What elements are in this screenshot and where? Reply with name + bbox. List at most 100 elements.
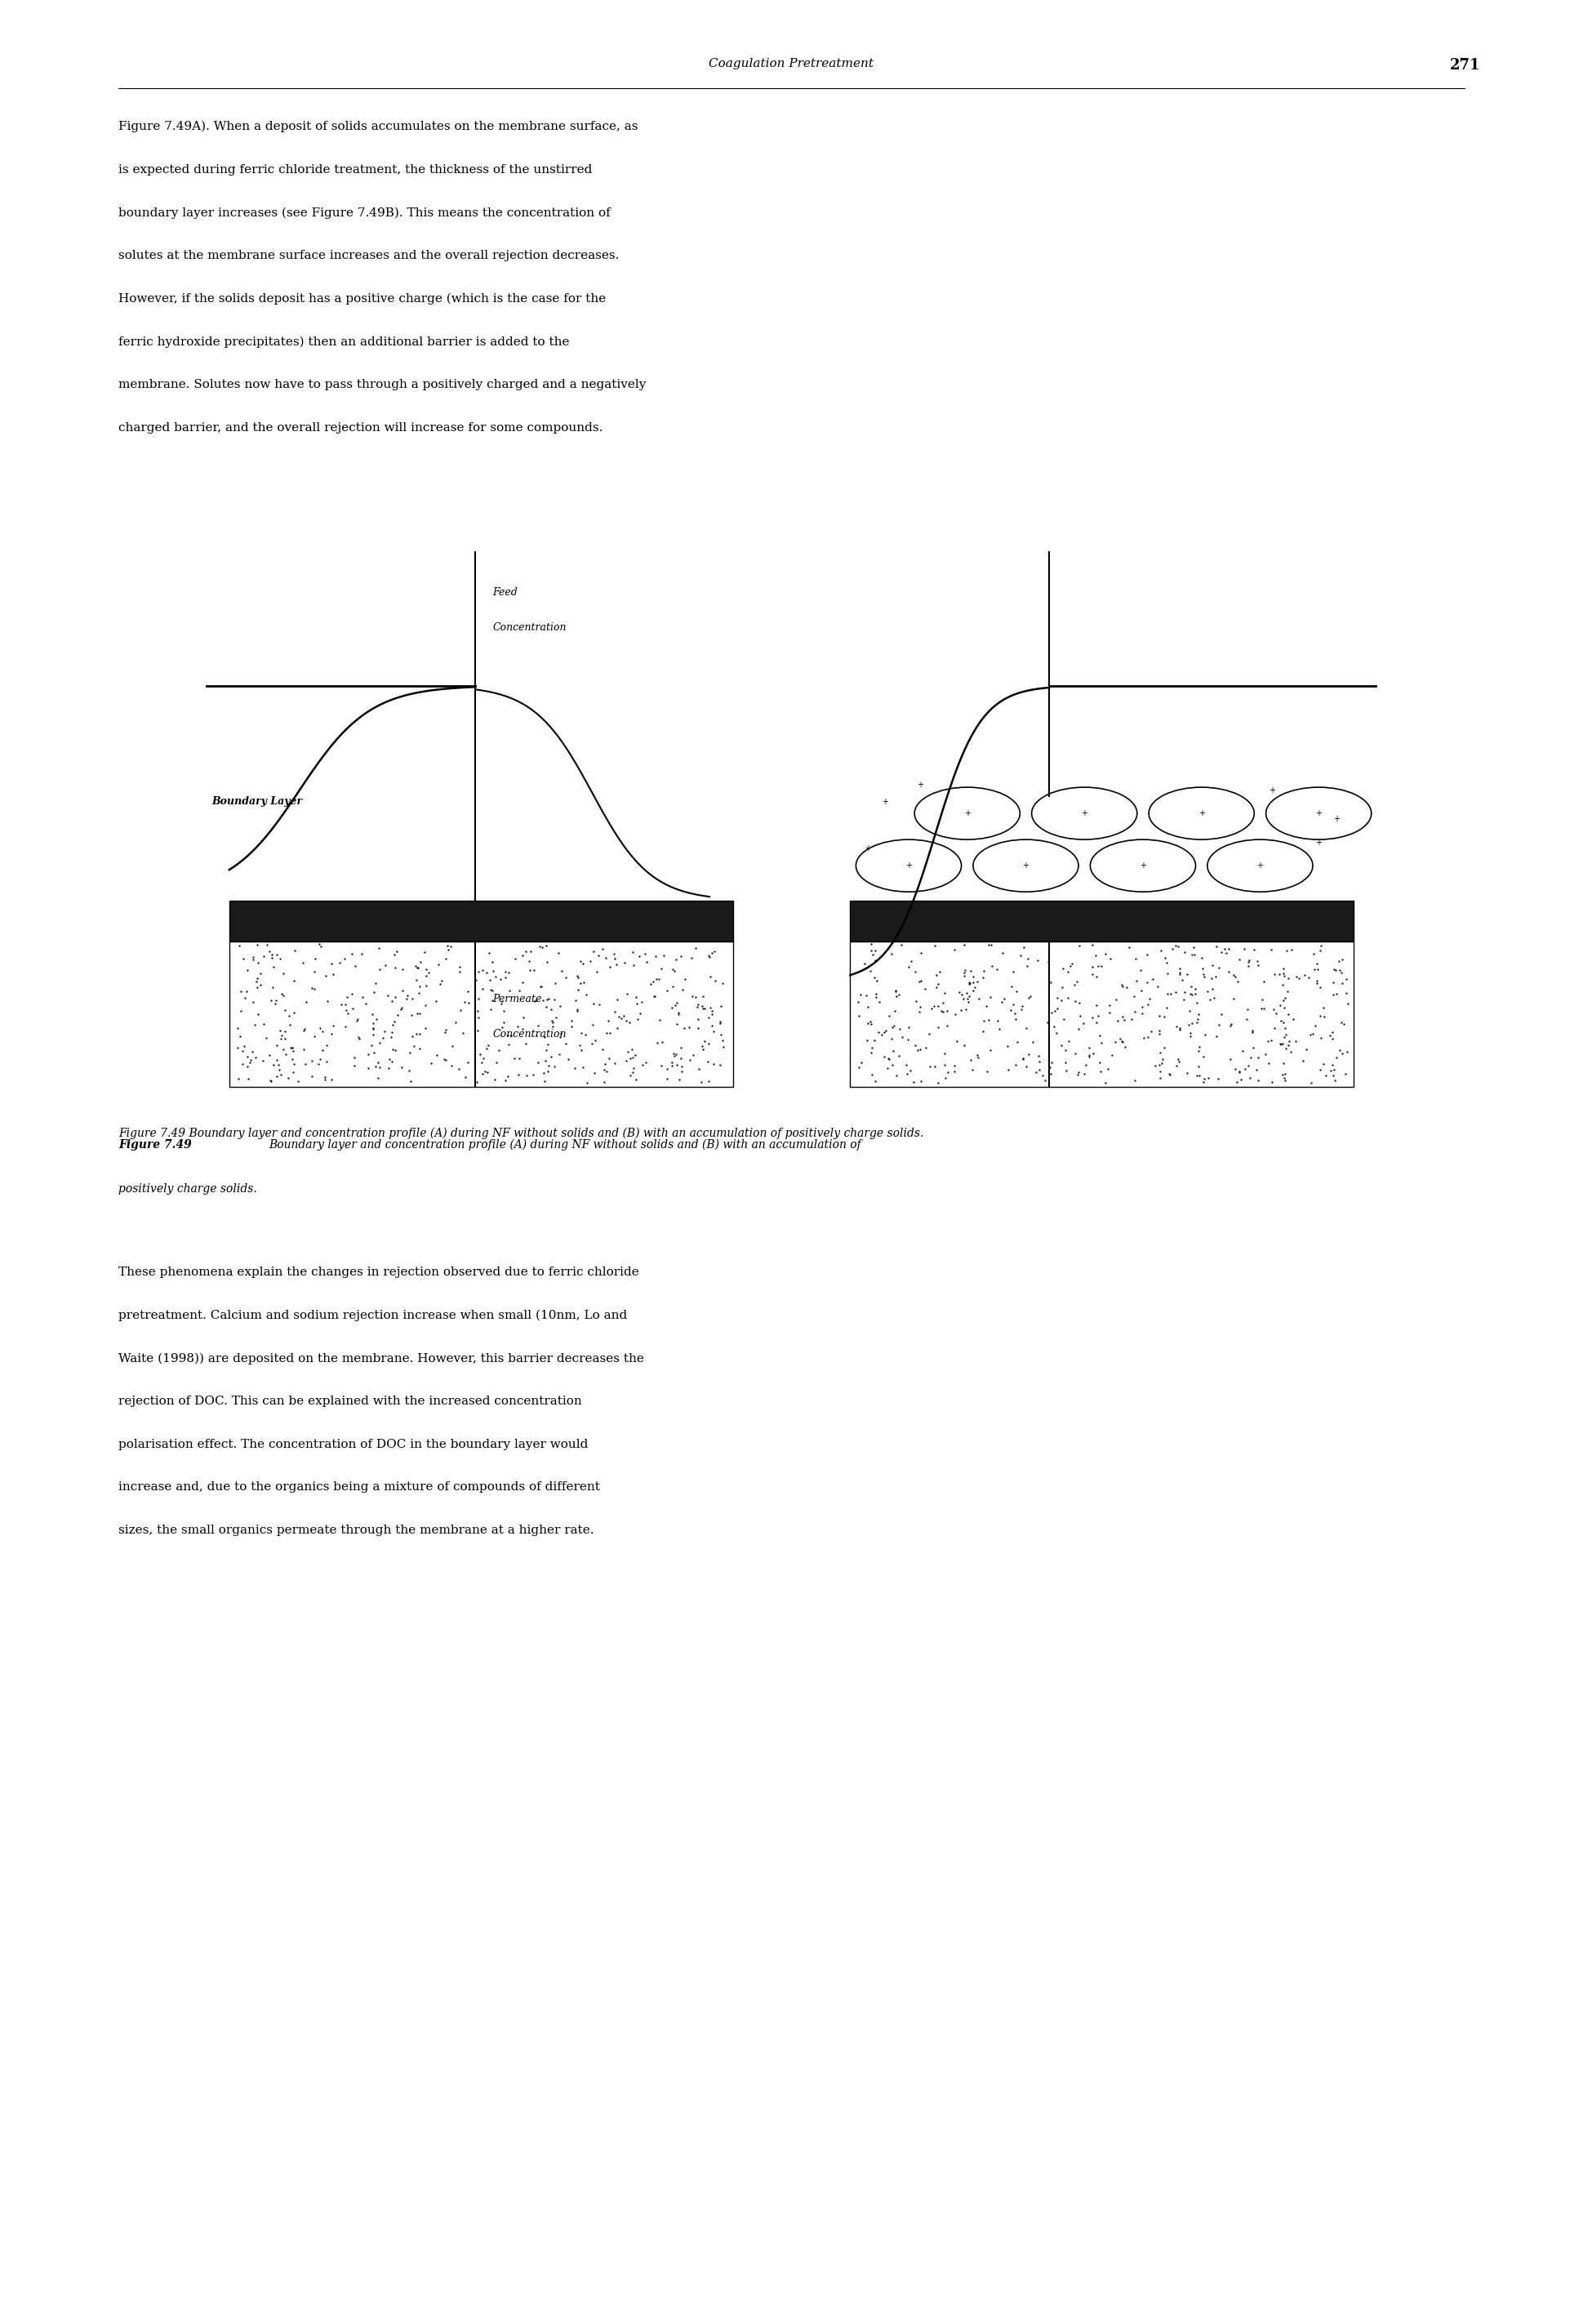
Point — [1319, 1053, 1344, 1090]
Point — [1088, 1043, 1113, 1081]
Point — [464, 1062, 489, 1099]
Point — [1176, 1006, 1201, 1043]
Point — [863, 1062, 888, 1099]
Point — [507, 1039, 532, 1076]
Point — [274, 1037, 299, 1074]
Point — [231, 939, 256, 976]
Point — [1308, 932, 1333, 969]
Point — [1244, 1050, 1270, 1088]
Point — [692, 1023, 717, 1060]
Point — [380, 1006, 405, 1043]
Point — [481, 953, 507, 990]
Point — [313, 1043, 339, 1081]
Point — [1002, 995, 1027, 1032]
Point — [1222, 957, 1247, 995]
Point — [565, 971, 590, 1009]
Point — [1181, 930, 1206, 967]
Point — [1320, 976, 1346, 1013]
Point — [540, 1009, 565, 1046]
Point — [970, 1002, 996, 1039]
Point — [301, 969, 326, 1006]
Point — [875, 1039, 901, 1076]
Point — [399, 1018, 424, 1055]
Point — [1019, 1023, 1045, 1060]
Point — [1192, 957, 1217, 995]
Point — [483, 1060, 508, 1097]
Point — [1167, 955, 1192, 992]
Point — [1179, 976, 1205, 1013]
Point — [543, 999, 568, 1037]
Point — [1053, 1043, 1078, 1081]
Text: Figure 7.49A). When a deposit of solids accumulates on the membrane surface, as: Figure 7.49A). When a deposit of solids … — [119, 121, 638, 132]
Point — [605, 981, 630, 1018]
Point — [1034, 1004, 1059, 1041]
Point — [356, 1048, 382, 1085]
Point — [499, 1018, 524, 1055]
Point — [875, 1050, 901, 1088]
Point — [503, 941, 529, 978]
Point — [1008, 937, 1034, 974]
Point — [1246, 1062, 1271, 1099]
Point — [1333, 1055, 1358, 1092]
Point — [1080, 927, 1105, 964]
Point — [700, 934, 725, 971]
Point — [654, 971, 679, 1009]
Point — [597, 948, 622, 985]
Point — [898, 944, 923, 981]
Point — [589, 1032, 614, 1069]
Point — [663, 1006, 689, 1043]
Point — [619, 1039, 644, 1076]
Point — [1216, 953, 1241, 990]
Point — [633, 1043, 659, 1081]
Point — [926, 1064, 951, 1102]
Point — [883, 978, 909, 1016]
Point — [291, 1011, 317, 1048]
Point — [1273, 1055, 1298, 1092]
Point — [1271, 1060, 1296, 1097]
Point — [1102, 1025, 1127, 1062]
Point — [879, 1046, 904, 1083]
Point — [294, 983, 320, 1020]
Point — [1080, 1034, 1105, 1071]
Point — [470, 1055, 495, 1092]
Point — [659, 1043, 684, 1081]
Point — [592, 1062, 617, 1099]
Text: sizes, the small organics permeate through the membrane at a higher rate.: sizes, the small organics permeate throu… — [119, 1525, 594, 1536]
Point — [548, 988, 573, 1025]
Point — [1164, 974, 1189, 1011]
Point — [1312, 997, 1338, 1034]
Point — [465, 1011, 491, 1048]
Point — [1224, 1064, 1249, 1102]
Point — [918, 1048, 943, 1085]
Point — [654, 1050, 679, 1088]
Point — [367, 1048, 393, 1085]
Point — [245, 969, 271, 1006]
Point — [1314, 1057, 1339, 1095]
Point — [239, 1034, 264, 1071]
Point — [465, 953, 491, 990]
Point — [640, 962, 665, 999]
Point — [1184, 983, 1209, 1020]
Point — [361, 974, 386, 1011]
Point — [1167, 1011, 1192, 1048]
Point — [1239, 1011, 1265, 1048]
Point — [426, 946, 451, 983]
Point — [1293, 1032, 1319, 1069]
Point — [1279, 930, 1304, 967]
Point — [660, 969, 685, 1006]
Point — [1192, 1060, 1217, 1097]
Point — [991, 981, 1016, 1018]
Point — [1089, 948, 1114, 985]
Point — [966, 1039, 991, 1076]
Point — [594, 1053, 619, 1090]
Point — [538, 1002, 564, 1039]
Point — [302, 939, 328, 976]
Point — [1080, 948, 1105, 985]
Point — [1151, 1030, 1176, 1067]
Point — [1236, 1048, 1262, 1085]
Point — [670, 1053, 695, 1090]
Point — [1004, 1046, 1029, 1083]
Point — [478, 962, 503, 999]
Point — [958, 1041, 983, 1078]
Point — [879, 937, 904, 974]
